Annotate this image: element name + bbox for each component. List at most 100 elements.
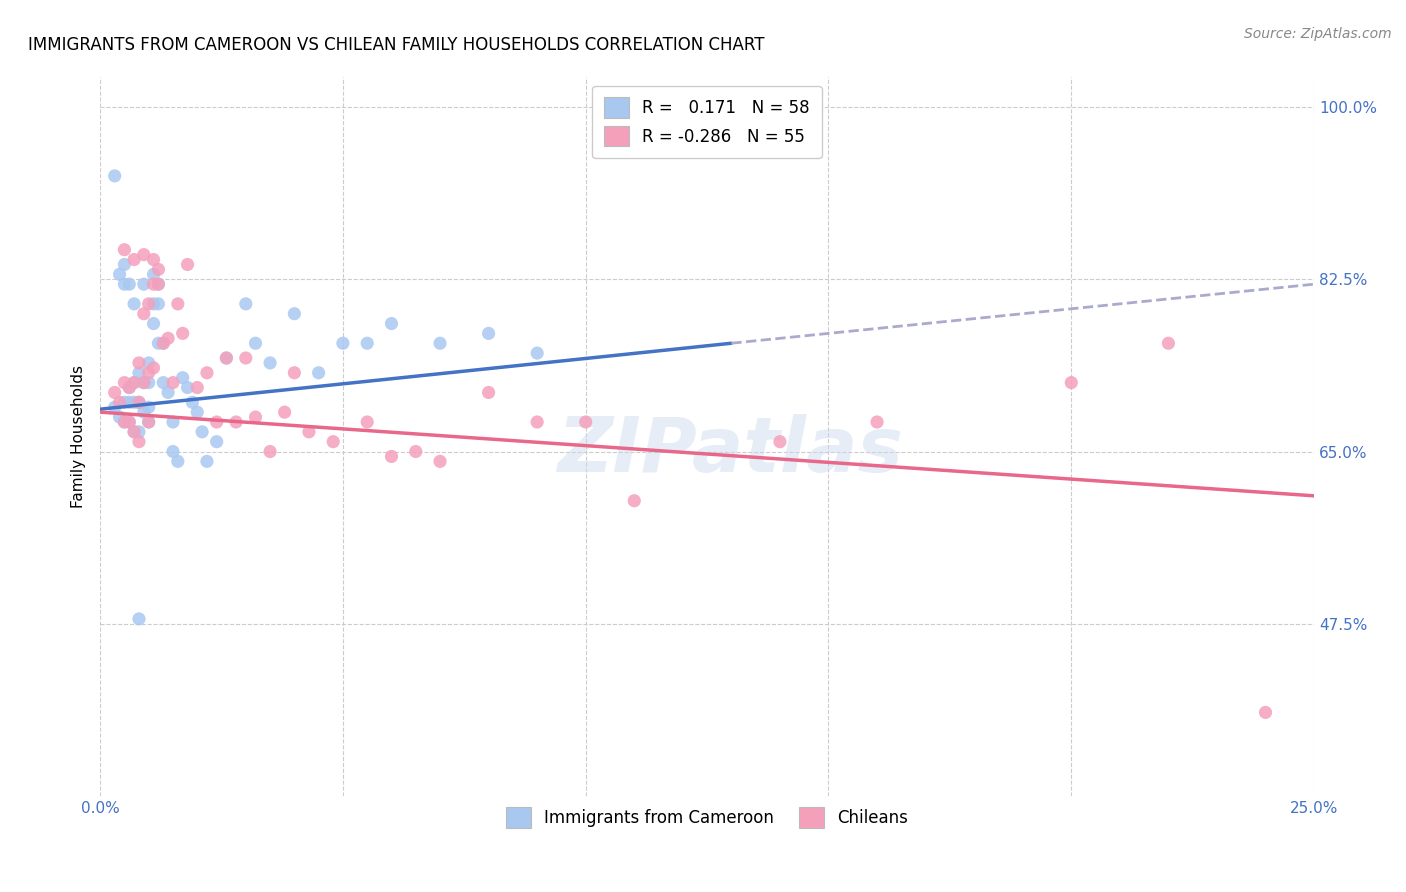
- Point: [162, 415, 184, 429]
- Point: [118, 415, 141, 429]
- Point: [112, 395, 135, 409]
- Point: [132, 405, 155, 419]
- Point: [142, 360, 165, 375]
- Point: [122, 376, 145, 390]
- Point: [138, 415, 160, 429]
- Point: [176, 380, 198, 394]
- Point: [526, 415, 548, 429]
- Point: [148, 277, 170, 292]
- Point: [245, 336, 267, 351]
- Point: [526, 346, 548, 360]
- Point: [356, 336, 378, 351]
- Point: [138, 356, 160, 370]
- Point: [122, 395, 145, 409]
- Point: [1060, 376, 1083, 390]
- Point: [128, 395, 150, 409]
- Point: [172, 326, 194, 341]
- Point: [356, 415, 378, 429]
- Point: [118, 380, 141, 394]
- Point: [429, 336, 451, 351]
- Point: [148, 262, 170, 277]
- Point: [157, 385, 180, 400]
- Point: [225, 415, 247, 429]
- Point: [122, 376, 145, 390]
- Point: [128, 366, 150, 380]
- Point: [138, 366, 160, 380]
- Point: [866, 415, 889, 429]
- Y-axis label: Family Households: Family Households: [72, 365, 86, 508]
- Point: [104, 385, 127, 400]
- Point: [138, 376, 160, 390]
- Point: [308, 366, 330, 380]
- Text: ZIPatlas: ZIPatlas: [558, 414, 904, 488]
- Point: [235, 297, 257, 311]
- Point: [429, 454, 451, 468]
- Point: [176, 258, 198, 272]
- Point: [128, 425, 150, 439]
- Point: [405, 444, 427, 458]
- Point: [142, 297, 165, 311]
- Point: [112, 277, 135, 292]
- Point: [195, 454, 218, 468]
- Point: [152, 336, 174, 351]
- Point: [172, 370, 194, 384]
- Point: [152, 376, 174, 390]
- Point: [112, 376, 135, 390]
- Point: [118, 277, 141, 292]
- Point: [1157, 336, 1180, 351]
- Point: [112, 258, 135, 272]
- Legend: Immigrants from Cameroon, Chileans: Immigrants from Cameroon, Chileans: [499, 801, 915, 835]
- Point: [118, 380, 141, 394]
- Point: [298, 425, 321, 439]
- Point: [332, 336, 354, 351]
- Point: [112, 243, 135, 257]
- Point: [138, 297, 160, 311]
- Point: [623, 493, 645, 508]
- Point: [148, 277, 170, 292]
- Point: [478, 326, 501, 341]
- Point: [122, 252, 145, 267]
- Point: [104, 169, 127, 183]
- Point: [245, 410, 267, 425]
- Point: [104, 401, 127, 415]
- Point: [132, 376, 155, 390]
- Point: [769, 434, 792, 449]
- Point: [152, 336, 174, 351]
- Point: [380, 450, 402, 464]
- Point: [112, 415, 135, 429]
- Point: [478, 385, 501, 400]
- Point: [205, 434, 228, 449]
- Point: [166, 297, 188, 311]
- Point: [128, 612, 150, 626]
- Point: [575, 415, 598, 429]
- Point: [1254, 706, 1277, 720]
- Point: [108, 410, 131, 425]
- Point: [142, 317, 165, 331]
- Point: [132, 376, 155, 390]
- Point: [142, 252, 165, 267]
- Point: [108, 268, 131, 282]
- Point: [259, 444, 281, 458]
- Point: [186, 405, 208, 419]
- Point: [132, 307, 155, 321]
- Point: [142, 277, 165, 292]
- Point: [148, 297, 170, 311]
- Text: Source: ZipAtlas.com: Source: ZipAtlas.com: [1244, 27, 1392, 41]
- Point: [283, 366, 305, 380]
- Point: [195, 366, 218, 380]
- Point: [118, 395, 141, 409]
- Point: [157, 331, 180, 345]
- Point: [122, 425, 145, 439]
- Text: IMMIGRANTS FROM CAMEROON VS CHILEAN FAMILY HOUSEHOLDS CORRELATION CHART: IMMIGRANTS FROM CAMEROON VS CHILEAN FAMI…: [28, 36, 765, 54]
- Point: [132, 247, 155, 261]
- Point: [283, 307, 305, 321]
- Point: [215, 351, 238, 365]
- Point: [132, 277, 155, 292]
- Point: [380, 317, 402, 331]
- Point: [191, 425, 214, 439]
- Point: [186, 380, 208, 394]
- Point: [122, 297, 145, 311]
- Point: [128, 434, 150, 449]
- Point: [148, 336, 170, 351]
- Point: [166, 454, 188, 468]
